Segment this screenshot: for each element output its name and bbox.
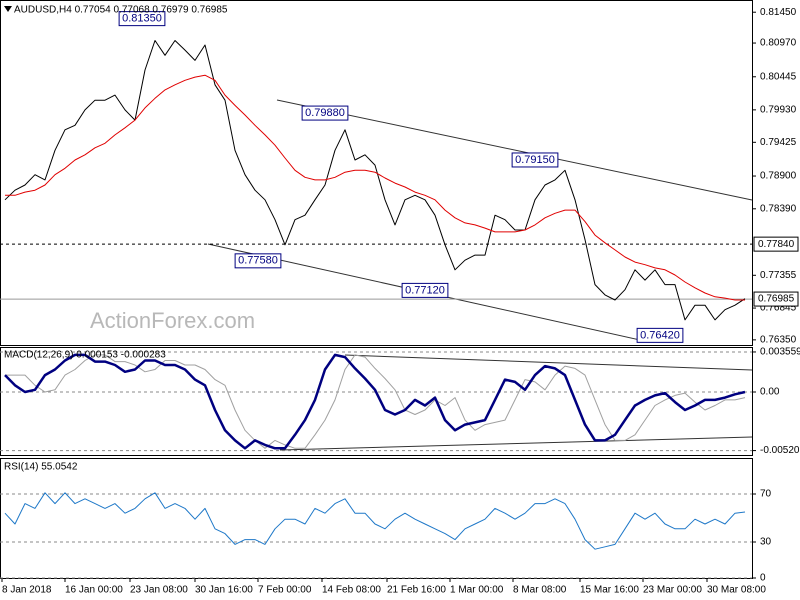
annotation-box [118,11,166,27]
y-tick-label: 30 [760,537,772,548]
x-tick-label: 30 Mar 08:00 [707,585,766,596]
y-tick-label: 0.76845 [760,303,797,314]
y-tick-label: 0.79425 [760,137,797,148]
level-label-box [753,236,799,252]
y-tick-label: 0.80970 [760,38,797,49]
annotation-label: 0.76420 [640,329,680,341]
x-tick-label: 15 Mar 16:00 [580,585,639,596]
x-tick-label: 7 Feb 00:00 [258,585,312,596]
macd-trend-upper [344,354,753,371]
y-tick-label: 0.003559 [760,347,800,358]
last-price-label: 0.76985 [758,294,795,305]
annotation-box [301,105,349,121]
channel-upper [276,99,753,201]
watermark: ActionForex.com [90,308,255,333]
annotation-box [234,253,282,269]
rsi-panel [0,458,753,579]
y-tick-label: 0.00 [760,387,780,398]
series-line [4,353,746,450]
x-tick-label: 8 Jan 2018 [2,585,52,596]
x-tick-label: 23 Jan 08:00 [130,585,188,596]
y-tick-label: 0.77355 [760,270,797,281]
series-line [5,74,745,301]
annotation-label: 0.77120 [405,284,445,296]
series-line [5,354,746,449]
annotation-label: 0.79880 [305,107,345,119]
y-tick-label: 70 [760,489,772,500]
annotation-label: 0.81350 [122,13,162,25]
x-tick-label: 1 Mar 00:00 [450,585,504,596]
x-tick-label: 21 Feb 16:00 [387,585,446,596]
annotation-label: 0.79150 [515,154,555,166]
panel-title: AUDUSD,H4 0.77054 0.77068 0.76979 0.7698… [14,5,228,16]
panel-title: RSI(14) 55.0542 [4,462,78,473]
menu-icon[interactable] [4,6,12,12]
y-tick-label: -0.005207 [760,445,800,456]
last-price-box [753,291,799,307]
y-tick-label: 0.80445 [760,71,797,82]
x-tick-label: 14 Feb 08:00 [322,585,381,596]
x-tick-label: 30 Jan 16:00 [195,585,253,596]
y-tick-label: 0.81450 [760,7,797,18]
y-tick-label: 0.79930 [760,105,797,116]
annotation-box [511,152,559,168]
x-tick-label: 16 Jan 00:00 [65,585,123,596]
series-line [4,40,746,321]
macd-trend-lower [279,436,753,451]
y-tick-label: 0.78900 [760,171,797,182]
series-line [4,492,746,550]
y-tick-label: 0 [760,573,766,584]
y-tick-label: 0.76350 [760,335,797,346]
level-label: 0.77840 [758,239,795,250]
x-tick-label: 8 Mar 08:00 [513,585,567,596]
panel-title: MACD(12,26,9) 0.000153 -0.000283 [4,350,166,361]
x-tick-label: 23 Mar 00:00 [643,585,702,596]
annotation-label: 0.77580 [238,255,278,267]
annotation-box [401,282,449,298]
y-tick-label: 0.78390 [760,203,797,214]
annotation-box [636,327,684,343]
